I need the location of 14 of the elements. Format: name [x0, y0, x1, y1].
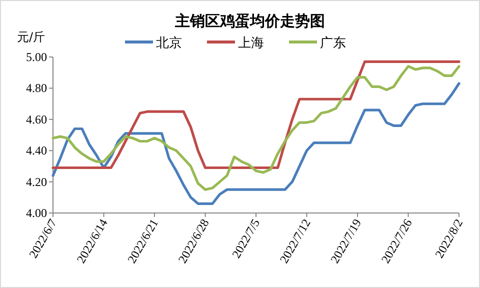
line-series — [52, 65, 460, 191]
line-series — [52, 60, 460, 170]
y-tick-label: 4.80 — [26, 81, 47, 96]
legend-label: 广东 — [320, 36, 346, 51]
y-tick-label: 4.60 — [26, 112, 47, 126]
legend-label: 上海 — [238, 36, 264, 51]
y-axis-title: 元/斤 — [17, 30, 46, 44]
y-tick-label: 4.00 — [26, 206, 47, 220]
chart-title: 主销区鸡蛋均价走势图 — [174, 12, 325, 30]
y-tick-label: 4.40 — [26, 144, 47, 158]
line-series — [52, 82, 460, 205]
legend-label: 北京 — [156, 36, 182, 51]
y-tick-label: 4.20 — [26, 174, 47, 189]
y-tick-label: 5.00 — [26, 50, 47, 64]
